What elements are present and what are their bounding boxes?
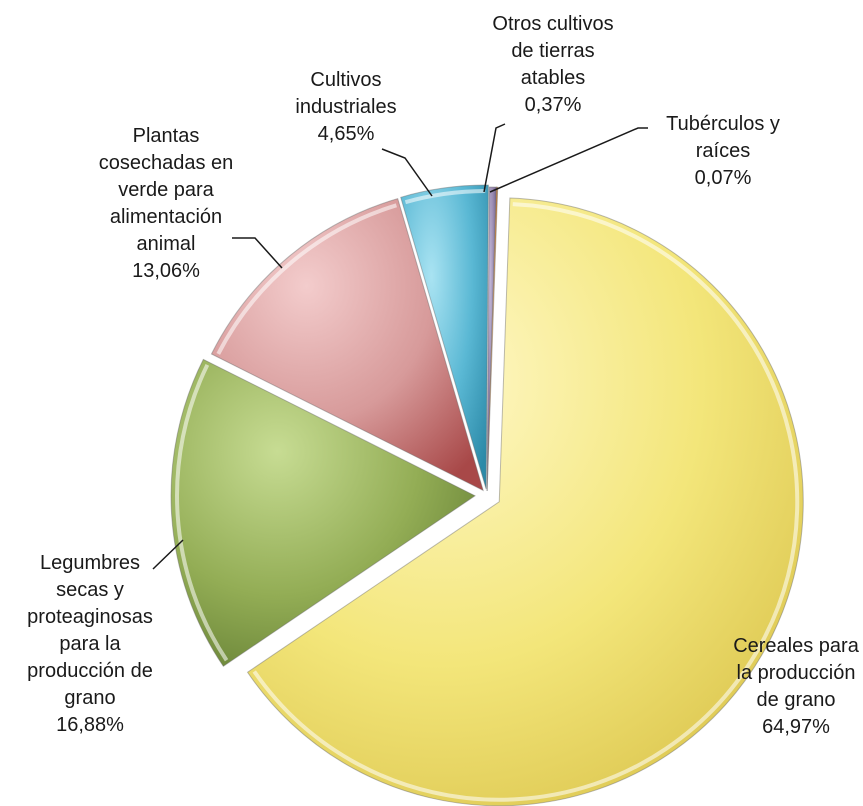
slice-value-otros-cultivos: 0,37%: [525, 94, 582, 116]
leader-line-tuberculos: [489, 127, 648, 193]
slice-label-otros-cultivos: Otros cultivos de tierras atables 0,37%: [492, 13, 613, 116]
leader-line-otros-cultivos: [483, 123, 506, 193]
slice-label-line: Otros cultivos: [492, 13, 613, 35]
leader-line-legumbres: [152, 539, 184, 570]
pie-slice-legumbres: [170, 358, 477, 667]
slice-label-line: Tubérculos y: [666, 113, 780, 135]
slice-label-line: cosechadas en: [99, 152, 234, 174]
leader-lines-layer: [152, 123, 648, 570]
pie-slice-otros-cultivos: [486, 186, 497, 492]
slice-label-line: la producción: [737, 662, 856, 684]
slice-label-line: Legumbres: [40, 552, 140, 574]
slice-label-line: producción de: [27, 660, 153, 682]
slice-label-line: Plantas: [133, 125, 200, 147]
slice-label-line: animal: [137, 233, 196, 255]
slice-value-tuberculos: 0,07%: [695, 167, 752, 189]
slice-value-plantas-verde: 13,06%: [132, 260, 200, 282]
leader-line-plantas-verde: [232, 237, 283, 269]
slice-label-cereales: Cereales para la producción de grano 64,97%: [733, 635, 860, 738]
slice-label-line: verde para: [118, 179, 214, 201]
pie-slice-bevel-plantas-verde: [216, 203, 397, 355]
slice-label-line: de grano: [757, 689, 836, 711]
slice-label-line: Cereales para: [733, 635, 860, 657]
slice-label-line: atables: [521, 67, 586, 89]
leader-line-cultivos-industriales: [381, 148, 433, 197]
pie-slice-cereales: [246, 197, 804, 806]
slice-label-line: grano: [64, 687, 115, 709]
slice-label-legumbres: Legumbres secas y proteaginosas para la prod…: [27, 552, 153, 736]
slice-label-line: para la: [59, 633, 121, 655]
slice-label-cultivos-industriales: Cultivos industriales 4,65%: [295, 69, 396, 145]
slice-label-line: Cultivos: [310, 69, 381, 91]
slice-value-cultivos-industriales: 4,65%: [318, 123, 375, 145]
slice-value-cereales: 64,97%: [762, 716, 830, 738]
pie-slice-bevel-legumbres: [175, 363, 229, 662]
labels-layer: Cereales para la producción de grano 64,97%…: [27, 13, 860, 738]
slice-label-line: industriales: [295, 96, 396, 118]
pie-slice-bevel-cultivos-industriales: [404, 189, 486, 205]
slice-label-line: alimentación: [110, 206, 222, 228]
slice-label-line: raíces: [696, 140, 750, 162]
slice-label-line: de tierras: [511, 40, 594, 62]
slice-value-legumbres: 16,88%: [56, 714, 124, 736]
slices-layer: [170, 184, 804, 806]
slice-label-line: secas y: [56, 579, 124, 601]
slice-label-tuberculos: Tubérculos y raíces 0,07%: [666, 113, 780, 189]
slice-label-plantas-verde: Plantas cosechadas en verde para alimentaci…: [99, 125, 234, 282]
slice-label-line: proteaginosas: [27, 606, 153, 628]
pie-slice-cultivos-industriales: [400, 184, 489, 490]
pie-slice-tuberculos: [486, 186, 499, 492]
pie-slice-bevel-cereales: [252, 202, 800, 802]
